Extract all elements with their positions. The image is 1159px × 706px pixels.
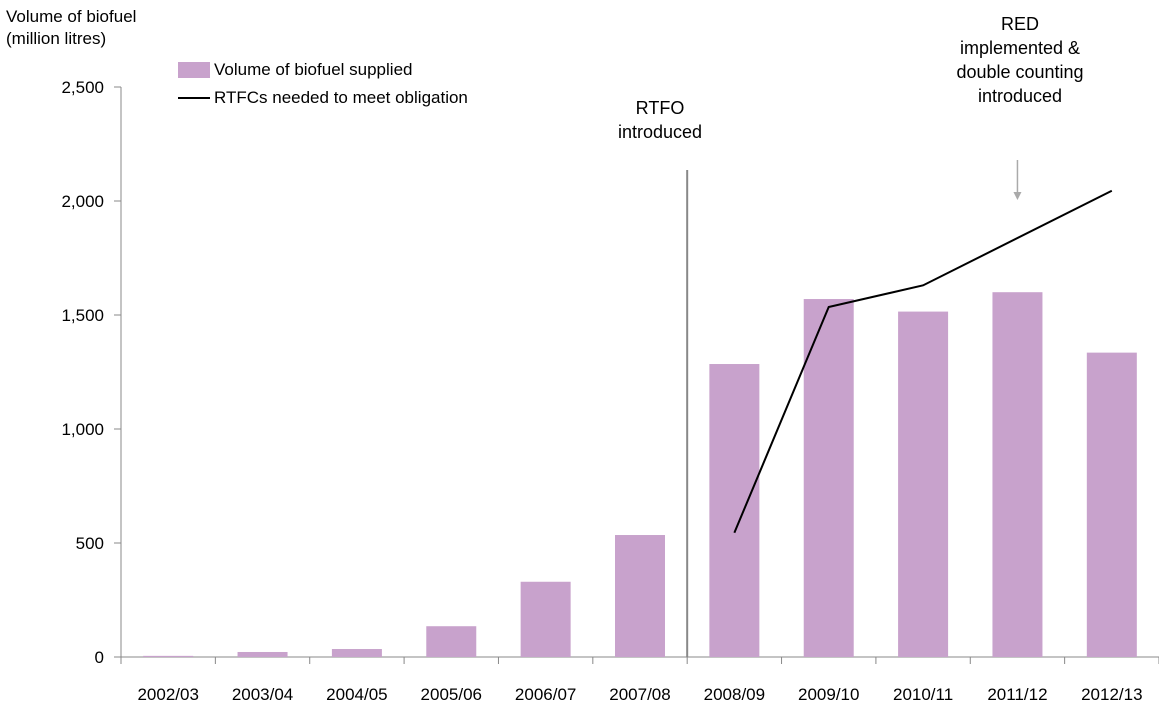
y-tick-label: 500 <box>76 534 104 553</box>
legend-label-line: RTFCs needed to meet obligation <box>214 88 468 107</box>
bar <box>143 655 194 657</box>
y-axis-title-line1: Volume of biofuel <box>6 7 137 26</box>
annotation-red-line3: double counting <box>956 62 1084 82</box>
bar <box>426 626 477 657</box>
annotation-rtfo: RTFO introduced <box>590 96 730 144</box>
x-tick-label: 2002/03 <box>137 685 198 704</box>
x-tick-label: 2005/06 <box>421 685 482 704</box>
annotation-red-line4: introduced <box>977 86 1063 106</box>
x-tick-label: 2011/12 <box>987 685 1047 704</box>
x-tick-label: 2004/05 <box>326 685 387 704</box>
x-tick-label: 2007/08 <box>609 685 670 704</box>
y-tick-label: 0 <box>95 648 104 667</box>
bar <box>992 292 1043 657</box>
legend-bar-swatch <box>178 62 210 78</box>
x-tick-label: 2010/11 <box>893 685 953 704</box>
bar <box>331 649 382 657</box>
legend-item-line: RTFCs needed to meet obligation <box>178 84 468 112</box>
line-series <box>733 189 1113 534</box>
bar <box>615 535 665 657</box>
annotation-rtfo-line1: RTFO <box>635 98 685 118</box>
bar <box>709 364 760 657</box>
x-tick-label: 2006/07 <box>515 685 576 704</box>
bar <box>1086 352 1137 657</box>
bar <box>237 651 288 657</box>
x-tick-label: 2009/10 <box>798 685 859 704</box>
y-tick-label: 2,500 <box>61 78 104 97</box>
y-tick-label: 1,500 <box>61 306 104 325</box>
x-tick-label: 2008/09 <box>704 685 765 704</box>
annotation-rtfo-line2: introduced <box>617 122 703 142</box>
red-arrow-head <box>1013 192 1022 200</box>
y-axis-title: Volume of biofuel (million litres) <box>6 6 136 50</box>
chart-legend: Volume of biofuel supplied RTFCs needed … <box>178 56 468 112</box>
y-tick-label: 2,000 <box>61 192 104 211</box>
x-tick-label: 2012/13 <box>1081 685 1142 704</box>
legend-label-bars: Volume of biofuel supplied <box>214 60 413 79</box>
annotation-red-line1: RED <box>1000 14 1039 34</box>
legend-item-bars: Volume of biofuel supplied <box>178 56 468 84</box>
annotation-red-line2: implemented & <box>959 38 1081 58</box>
annotation-red: RED implemented & double counting introd… <box>930 12 1110 108</box>
bar <box>803 299 854 657</box>
y-axis-title-line2: (million litres) <box>6 29 107 48</box>
bar <box>898 311 949 657</box>
y-tick-label: 1,000 <box>61 420 104 439</box>
x-tick-label: 2003/04 <box>232 685 293 704</box>
bar <box>520 581 571 657</box>
legend-line-swatch <box>178 97 210 99</box>
